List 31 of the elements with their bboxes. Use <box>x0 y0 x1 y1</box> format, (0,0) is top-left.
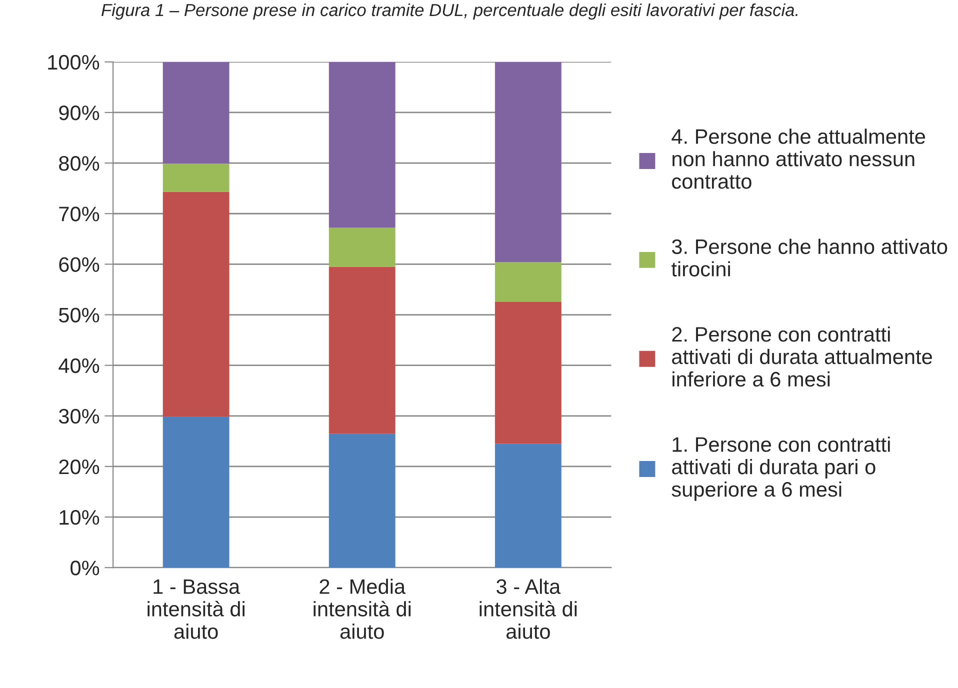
y-tick-label: 30% <box>58 408 100 424</box>
y-tick-label: 90% <box>59 105 100 120</box>
legend-label: 3. Persone che hanno attivato tirocini <box>671 238 948 277</box>
y-tick-label: 50% <box>58 308 100 323</box>
bar <box>494 62 562 262</box>
x-tick-label: 1 - Bassa intensità di aiuto <box>148 579 244 639</box>
bar <box>328 266 396 434</box>
y-tick-label: 40% <box>58 358 100 374</box>
bar <box>328 434 396 568</box>
bar <box>162 62 230 164</box>
x-tick-label: 3 - Alta intensità di aiuto <box>480 578 577 639</box>
legend-label: 2. Persone con contratti attivati di durata attualmente inferiore a 6 mesi <box>672 326 932 387</box>
y-tick-label: 80% <box>59 156 100 171</box>
bar <box>494 262 562 302</box>
bar <box>162 192 230 417</box>
y-tick-label: 10% <box>60 510 100 525</box>
bar <box>494 444 562 568</box>
bar <box>162 164 230 192</box>
bar <box>328 62 396 228</box>
bar <box>328 228 396 267</box>
legend-label: 4. Persone che attualmente non hanno attivato nessun contratto <box>672 128 926 189</box>
legend-label: 1. Persone con contratti attivati di durata pari o superiore a 6 mesi <box>672 436 890 501</box>
y-tick-label: 0% <box>70 560 100 576</box>
y-tick-label: 60% <box>59 257 100 272</box>
bar <box>162 416 230 568</box>
x-tick-label: 2 - Media intensità di aiuto <box>314 578 411 639</box>
y-tick-label: 20% <box>59 459 100 474</box>
y-tick-label: 70% <box>59 206 100 222</box>
bar <box>494 302 562 444</box>
chart-title: Figura 1 – Persone prese in carico tramite DUL, percentuale degli esiti lavorativi per fascia. <box>102 3 798 20</box>
y-tick-label: 100% <box>48 54 100 70</box>
